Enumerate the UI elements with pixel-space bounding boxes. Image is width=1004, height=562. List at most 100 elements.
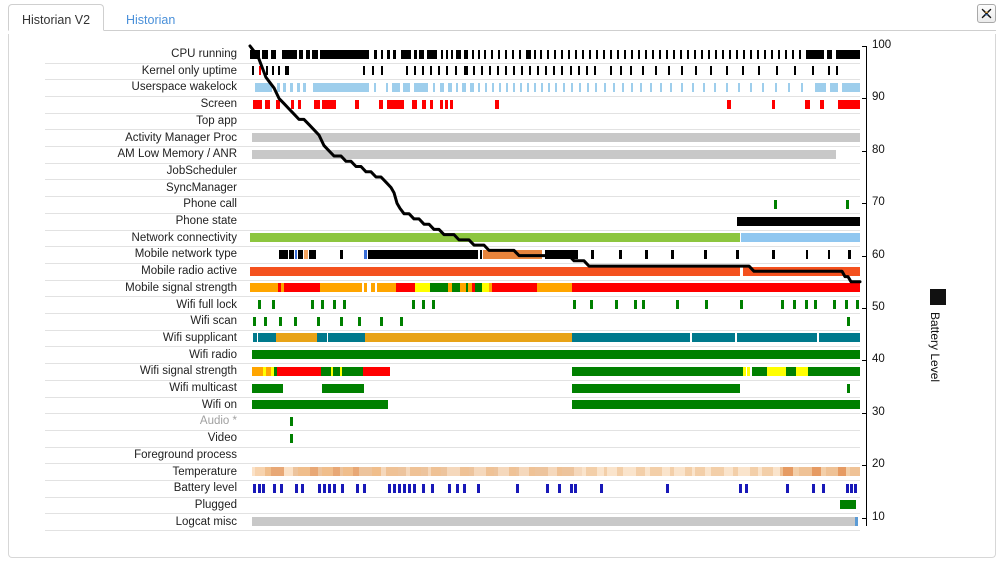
row-label-wifi-signal-strength: Wifi signal strength: [139, 365, 237, 378]
temperature-sample: [406, 467, 410, 476]
timeline-row[interactable]: [250, 400, 860, 410]
timeline-segment: [306, 49, 310, 59]
timeline-segment: [314, 99, 320, 109]
timeline-segment: [252, 133, 860, 142]
timeline-segment: [265, 99, 270, 109]
temperature-sample: [318, 467, 322, 476]
timeline-row[interactable]: [250, 416, 860, 426]
timeline-segment: [650, 82, 652, 92]
timeline-row[interactable]: [250, 300, 860, 309]
timeline-row[interactable]: [250, 199, 860, 209]
y-axis-tick: [862, 517, 867, 519]
timeline-segment: [828, 249, 830, 259]
temperature-sample: [597, 467, 604, 476]
timeline-segment: [252, 400, 388, 410]
temperature-sample: [284, 467, 293, 476]
y-axis-tick-label: 90: [872, 91, 885, 104]
close-button[interactable]: [977, 4, 996, 23]
tab-historian[interactable]: Historian: [112, 4, 189, 31]
temperature-sample: [381, 467, 386, 476]
timeline-row[interactable]: [250, 500, 860, 510]
timeline-segment: [276, 99, 280, 109]
timeline-segment: [660, 82, 662, 92]
temperature-sample: [516, 467, 519, 476]
timeline-segment: [264, 316, 267, 326]
y-axis-line: [866, 46, 867, 526]
timeline-segment: [516, 483, 519, 493]
timeline-segment: [827, 49, 832, 59]
timeline-row[interactable]: [250, 517, 860, 527]
timeline-segment: [387, 366, 390, 376]
temperature-sample: [255, 467, 265, 476]
temperature-sample: [271, 467, 284, 476]
tab-historian-v2[interactable]: Historian V2: [8, 4, 105, 31]
timeline-segment: [568, 49, 570, 59]
y-axis-tick: [862, 308, 867, 309]
temperature-sample: [604, 467, 607, 476]
timeline-row[interactable]: [250, 216, 860, 226]
timeline-row[interactable]: [250, 350, 860, 360]
y-axis-tick-label: 30: [872, 405, 885, 418]
timeline-segment: [506, 82, 508, 92]
timeline-segment: [642, 66, 644, 76]
timeline-segment: [757, 49, 759, 59]
timeline-row[interactable]: [250, 433, 860, 443]
timeline-row[interactable]: [250, 99, 860, 109]
temperature-sample: [705, 467, 711, 476]
timeline-segment: [301, 483, 304, 493]
timeline-row[interactable]: [250, 467, 860, 476]
temperature-sample: [252, 467, 255, 476]
timeline-segment: [278, 66, 280, 76]
timeline-row[interactable]: [250, 383, 860, 393]
timeline-row[interactable]: [250, 333, 860, 343]
timeline-row[interactable]: [250, 133, 860, 142]
timeline-segment: [466, 283, 468, 293]
timeline-segment: [295, 249, 297, 259]
timeline-segment: [534, 49, 536, 59]
timeline-segment: [309, 249, 316, 259]
timeline-segment: [845, 300, 848, 309]
timeline-segment: [412, 300, 415, 309]
temperature-sample: [509, 467, 516, 476]
row-label-plugged: Plugged: [194, 498, 237, 511]
timeline-segment: [403, 483, 406, 493]
timeline-segment: [743, 49, 745, 59]
timeline-segment: [705, 300, 708, 309]
temperature-sample: [780, 467, 783, 476]
timeline-segment: [472, 283, 475, 293]
temperature-sample: [623, 467, 636, 476]
row-label-cpu-running: CPU running: [171, 48, 237, 60]
timeline-segment: [317, 316, 320, 326]
timeline-segment: [499, 82, 501, 92]
timeline-segment: [400, 316, 403, 326]
temperature-sample: [850, 467, 860, 476]
timeline-segment: [771, 49, 773, 59]
timeline-row[interactable]: [250, 316, 860, 326]
timeline-row[interactable]: [250, 149, 860, 159]
temperature-sample: [738, 467, 750, 476]
timeline-row[interactable]: [250, 233, 860, 243]
timeline-segment: [462, 82, 466, 92]
row-separator: [45, 262, 860, 264]
timeline-row[interactable]: [250, 366, 860, 376]
timeline-row[interactable]: [250, 82, 860, 92]
timeline-row[interactable]: [250, 49, 860, 59]
timeline-segment: [280, 483, 283, 493]
timeline-segment: [764, 49, 766, 59]
timeline-segment: [331, 366, 333, 376]
timeline-row[interactable]: [250, 66, 860, 76]
timeline-row[interactable]: [250, 483, 860, 493]
timeline-row[interactable]: [250, 283, 860, 293]
timeline-segment: [262, 49, 268, 59]
timeline-segment: [645, 49, 647, 59]
row-label-temperature: Temperature: [172, 465, 237, 478]
temperature-sample: [773, 467, 780, 476]
timeline-segment: [774, 199, 777, 209]
timeline-segment: [252, 350, 860, 360]
timeline-segment: [704, 249, 707, 259]
temperature-sample: [333, 467, 340, 476]
temperature-sample: [441, 467, 447, 476]
timeline-segment: [710, 66, 712, 76]
timeline-segment: [498, 49, 500, 59]
row-separator: [45, 279, 860, 281]
